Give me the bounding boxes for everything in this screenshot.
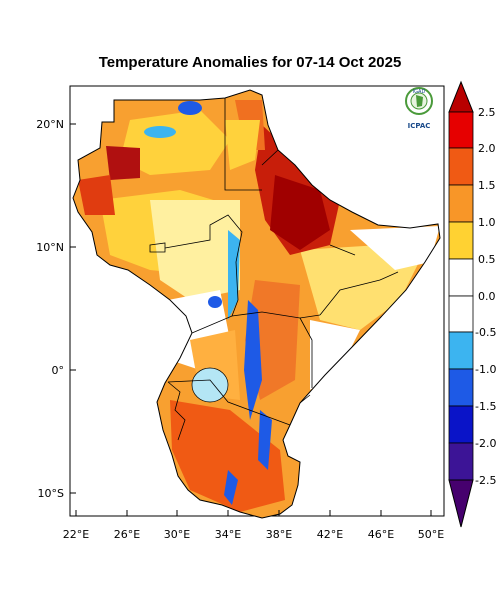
region-outline <box>72 89 441 519</box>
colorbar-label: 1.5 <box>478 179 496 192</box>
colorbar-label: 0.5 <box>478 253 496 266</box>
colorbar-label: -0.5 <box>475 326 496 339</box>
colorbar-label: 2.5 <box>478 106 496 119</box>
lon-tick-label: 26°E <box>114 528 140 541</box>
colorbar-label: -2.0 <box>475 437 496 450</box>
lon-tick-label: 22°E <box>63 528 89 541</box>
colorbar-label: -2.5 <box>475 474 496 487</box>
lat-tick-label: 0° <box>52 364 65 377</box>
colorbar-label: 2.0 <box>478 142 496 155</box>
lat-ticks <box>70 123 76 494</box>
map-title: Temperature Anomalies for 07-14 Oct 2025 <box>98 54 402 71</box>
colorbar-label: -1.0 <box>475 363 496 376</box>
lat-tick-label: 10°S <box>38 487 64 500</box>
lat-tick-label: 20°N <box>36 118 64 131</box>
logo-text-top: IGAD <box>413 89 426 95</box>
lon-tick-label: 38°E <box>266 528 292 541</box>
lon-tick-label: 30°E <box>164 528 190 541</box>
colorbar <box>448 80 474 528</box>
colorbar-label: -1.5 <box>475 400 496 413</box>
igad-logo: IGAD ICPAC <box>405 87 433 130</box>
lon-tick-label: 46°E <box>368 528 394 541</box>
lon-tick-label: 50°E <box>418 528 444 541</box>
lon-ticks <box>75 510 432 516</box>
logo-text-bottom: ICPAC <box>408 122 431 130</box>
lon-tick-label: 34°E <box>215 528 241 541</box>
lon-tick-label: 42°E <box>317 528 343 541</box>
colorbar-label: 0.0 <box>478 290 496 303</box>
colorbar-label: 1.0 <box>478 216 496 229</box>
lat-tick-label: 10°N <box>36 241 64 254</box>
country-borders <box>113 98 399 441</box>
